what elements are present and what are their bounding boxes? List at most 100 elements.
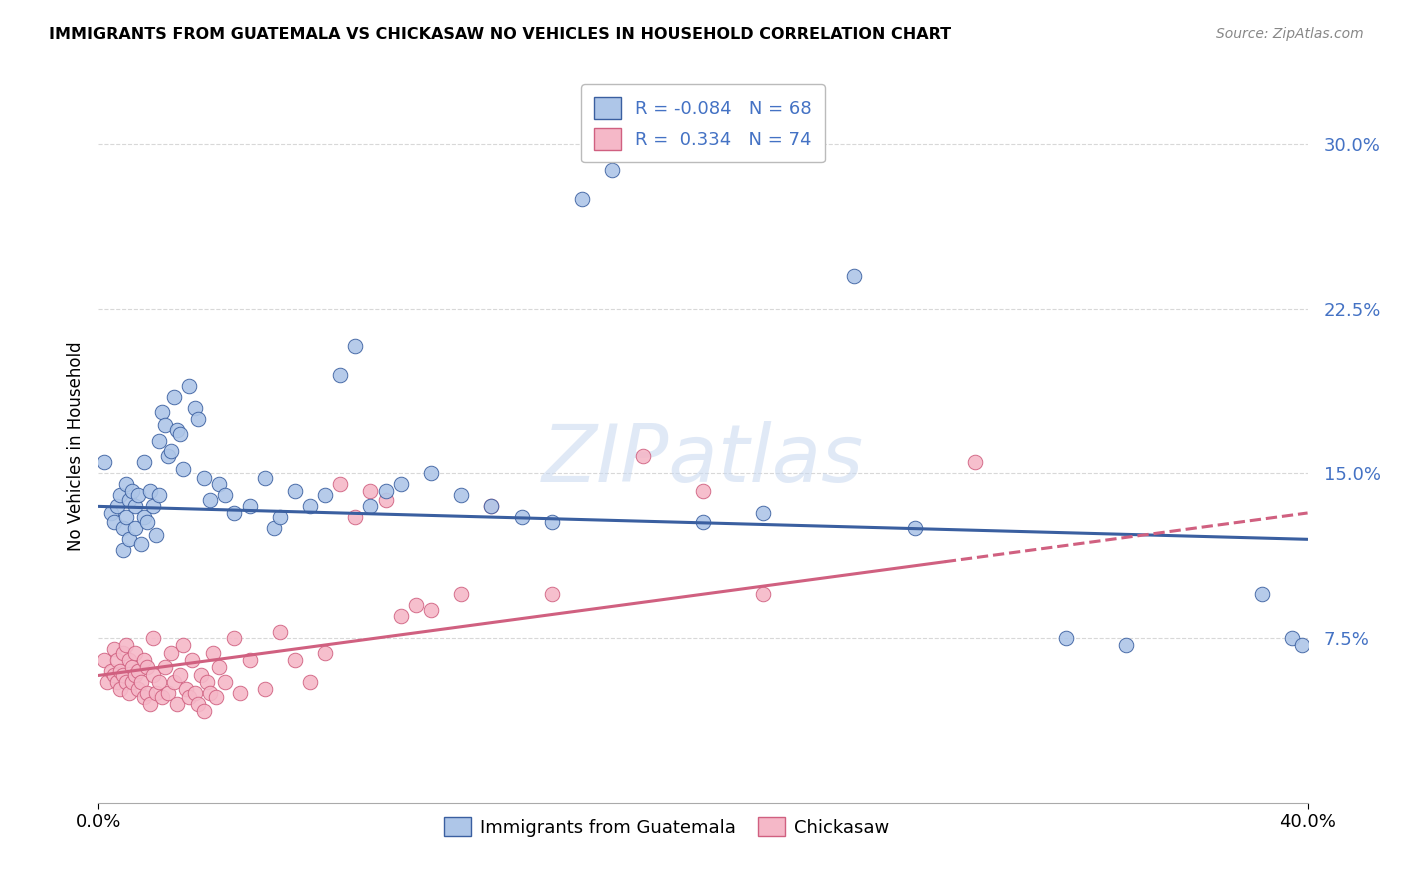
Point — [179, 690, 201, 705]
Point — [214, 488, 236, 502]
Point — [105, 653, 128, 667]
Point — [111, 647, 134, 661]
Point — [132, 653, 155, 667]
Point — [114, 675, 136, 690]
Point — [132, 690, 155, 705]
Point — [160, 444, 183, 458]
Point — [450, 587, 472, 601]
Point — [148, 488, 170, 502]
Point — [571, 192, 593, 206]
Point — [510, 510, 533, 524]
Point — [389, 609, 412, 624]
Point — [420, 602, 443, 616]
Point — [405, 598, 427, 612]
Point — [1251, 587, 1274, 601]
Point — [103, 642, 125, 657]
Point — [156, 449, 179, 463]
Point — [450, 488, 472, 502]
Point — [205, 690, 228, 705]
Point — [692, 515, 714, 529]
Point — [374, 492, 396, 507]
Point — [148, 675, 170, 690]
Point — [965, 455, 987, 469]
Point — [284, 483, 307, 498]
Point — [202, 647, 225, 661]
Point — [121, 675, 143, 690]
Point — [111, 668, 134, 682]
Point — [253, 681, 276, 696]
Point — [344, 510, 367, 524]
Text: ZIPatlas: ZIPatlas — [541, 421, 865, 500]
Point — [752, 506, 775, 520]
Point — [135, 515, 157, 529]
Point — [329, 477, 352, 491]
Point — [193, 704, 215, 718]
Point — [139, 697, 162, 711]
Point — [105, 675, 128, 690]
Text: IMMIGRANTS FROM GUATEMALA VS CHICKASAW NO VEHICLES IN HOUSEHOLD CORRELATION CHAR: IMMIGRANTS FROM GUATEMALA VS CHICKASAW N… — [49, 27, 952, 42]
Point — [114, 510, 136, 524]
Point — [200, 686, 222, 700]
Point — [135, 686, 157, 700]
Point — [150, 405, 173, 419]
Point — [145, 686, 167, 700]
Point — [314, 647, 336, 661]
Point — [224, 631, 246, 645]
Point — [263, 521, 285, 535]
Point — [299, 675, 322, 690]
Point — [153, 659, 176, 673]
Point — [118, 492, 141, 507]
Point — [118, 533, 141, 547]
Point — [239, 653, 262, 667]
Point — [169, 668, 191, 682]
Point — [269, 510, 291, 524]
Point — [160, 647, 183, 661]
Point — [172, 462, 194, 476]
Point — [269, 624, 291, 639]
Point — [127, 664, 149, 678]
Point — [156, 686, 179, 700]
Point — [344, 339, 367, 353]
Point — [329, 368, 352, 382]
Point — [174, 681, 197, 696]
Point — [284, 653, 307, 667]
Point — [124, 668, 146, 682]
Point — [139, 483, 162, 498]
Point — [752, 587, 775, 601]
Point — [184, 401, 207, 415]
Legend: Immigrants from Guatemala, Chickasaw: Immigrants from Guatemala, Chickasaw — [437, 810, 897, 844]
Point — [253, 471, 276, 485]
Point — [150, 690, 173, 705]
Point — [111, 521, 134, 535]
Point — [118, 686, 141, 700]
Point — [1115, 638, 1137, 652]
Point — [195, 675, 218, 690]
Point — [190, 668, 212, 682]
Point — [127, 488, 149, 502]
Point — [481, 500, 503, 514]
Text: Source: ZipAtlas.com: Source: ZipAtlas.com — [1216, 27, 1364, 41]
Point — [229, 686, 252, 700]
Point — [163, 675, 186, 690]
Point — [540, 587, 562, 601]
Point — [145, 528, 167, 542]
Point — [208, 477, 231, 491]
Point — [904, 521, 927, 535]
Point — [111, 543, 134, 558]
Point — [129, 675, 152, 690]
Point — [1054, 631, 1077, 645]
Point — [1281, 631, 1303, 645]
Point — [153, 418, 176, 433]
Point — [1291, 638, 1313, 652]
Point — [142, 631, 165, 645]
Point — [100, 664, 122, 678]
Point — [193, 471, 215, 485]
Point — [224, 506, 246, 520]
Point — [179, 378, 201, 392]
Point — [105, 500, 128, 514]
Point — [239, 500, 262, 514]
Point — [103, 515, 125, 529]
Point — [181, 653, 204, 667]
Point — [124, 647, 146, 661]
Point — [166, 423, 188, 437]
